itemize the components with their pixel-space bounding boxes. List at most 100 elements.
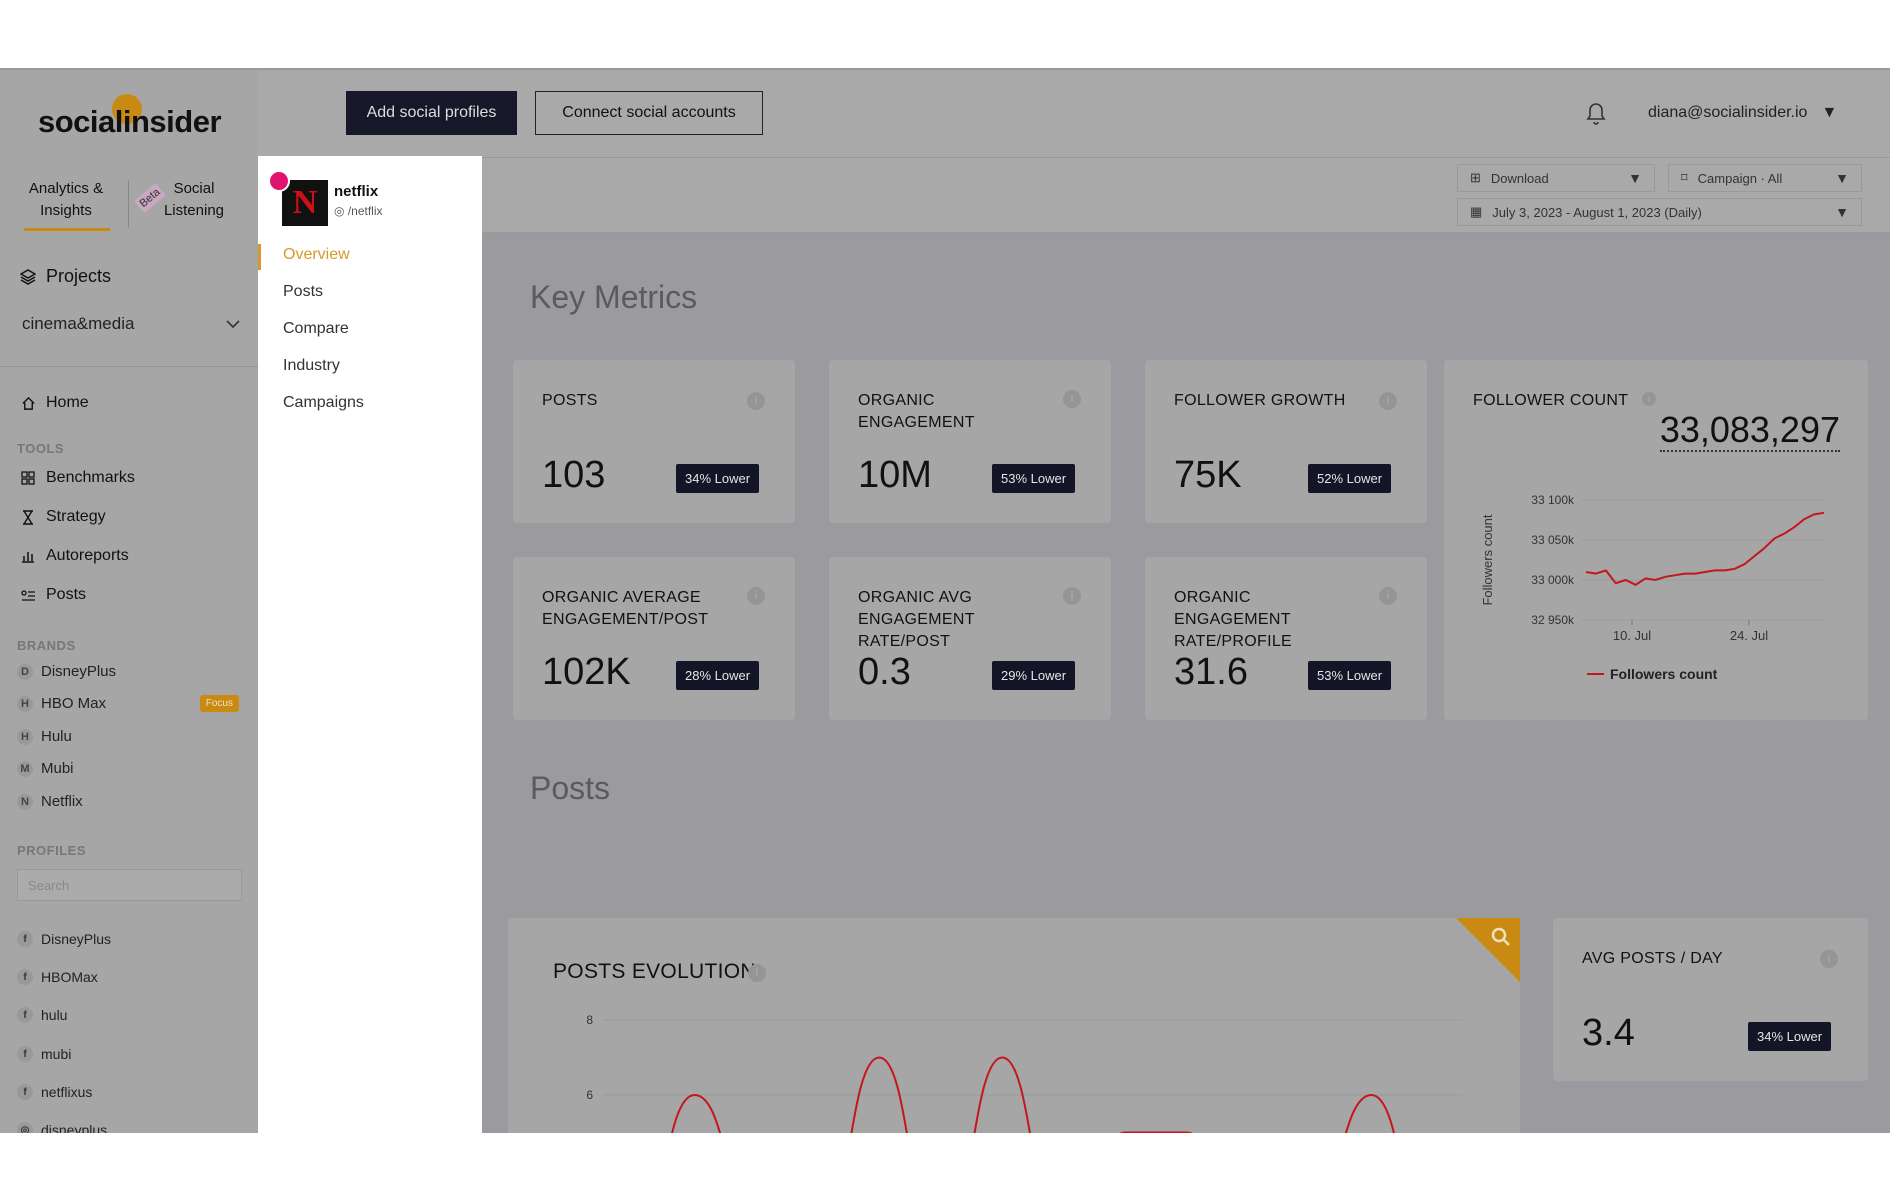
panel-nav-compare[interactable]: Compare <box>283 320 349 337</box>
focus-tag: Focus <box>199 695 239 712</box>
projects-heading[interactable]: Projects <box>20 266 111 287</box>
metric-value: 0.3 <box>858 651 911 693</box>
facebook-icon: f <box>17 1046 33 1062</box>
profile-item[interactable]: f HBOMax <box>17 969 98 985</box>
profile-avatar: N <box>282 180 328 226</box>
y-tick-label: 8 <box>586 1013 593 1027</box>
nav-posts[interactable]: Posts <box>20 586 86 604</box>
campaign-dropdown[interactable]: ⌑ Campaign · All ▼ <box>1668 164 1862 192</box>
brand-item-mubi[interactable]: M Mubi <box>17 760 239 777</box>
metric-label: ORGANIC AVG ENGAGEMENT RATE/POST <box>858 589 975 650</box>
panel-nav-overview[interactable]: Overview <box>283 246 350 263</box>
profile-handle-text: /netflix <box>347 204 383 218</box>
profile-search-input[interactable]: Search <box>17 869 242 901</box>
posts-section-title: Posts <box>530 770 611 806</box>
tab-analytics-insights[interactable]: Analytics & Insights <box>20 178 112 231</box>
connect-social-accounts-button[interactable]: Connect social accounts <box>535 91 763 135</box>
metric-label: ORGANIC ENGAGEMENT RATE/PROFILE <box>1174 589 1292 650</box>
tab-social-listening[interactable]: Social Listening <box>163 180 225 219</box>
campaign-label: Campaign · All <box>1697 170 1783 186</box>
posts-evolution-card: POSTS EVOLUTION i 8 6 Posts <box>508 918 1520 1133</box>
y-axis-label: Followers count <box>1480 514 1495 605</box>
nav-strategy[interactable]: Strategy <box>20 508 106 526</box>
projects-label: Projects <box>46 266 112 286</box>
follower-count-label: FOLLOWER COUNT <box>1473 392 1629 409</box>
comparison-badge: 34% Lower <box>676 464 760 493</box>
posts-evolution-title: POSTS EVOLUTION <box>553 960 756 983</box>
info-icon[interactable]: i <box>1379 587 1397 605</box>
metric-label: ORGANIC ENGAGEMENT <box>858 392 975 431</box>
caret-down-icon: ▼ <box>1821 104 1838 121</box>
nav-benchmarks[interactable]: Benchmarks <box>20 469 135 487</box>
filter-bar: ⊞ Download ▼ ⌑ Campaign · All ▼ ▦ July 3… <box>482 158 1890 233</box>
profile-panel: N netflix ◎ /netflix Overview Posts Comp… <box>258 156 482 1133</box>
panel-nav-industry[interactable]: Industry <box>283 357 340 374</box>
profile-name: mubi <box>41 1046 72 1062</box>
info-icon[interactable]: i <box>747 587 765 605</box>
brand-name: Hulu <box>41 728 72 745</box>
nav-home-label: Home <box>46 394 89 411</box>
info-icon[interactable]: i <box>1063 587 1081 605</box>
panel-nav-campaigns[interactable]: Campaigns <box>283 394 364 411</box>
avg-posts-per-day-card: AVG POSTS / DAY i 3.4 34% Lower <box>1553 918 1868 1081</box>
nav-home[interactable]: Home <box>20 394 89 412</box>
brand-item-netflix[interactable]: N Netflix <box>17 793 239 810</box>
caret-down-icon: ▼ <box>1628 170 1642 186</box>
comparison-badge: 34% Lower <box>1748 1022 1832 1051</box>
info-icon[interactable]: i <box>1379 392 1397 410</box>
brand-initial-badge: M <box>17 760 33 777</box>
layers-icon <box>20 268 36 285</box>
info-icon[interactable]: i <box>1063 390 1081 408</box>
brand-name: HBO Max <box>41 695 107 712</box>
info-icon[interactable]: i <box>748 964 766 982</box>
brand-initial-badge: H <box>17 728 33 745</box>
product-tabs: Analytics & Insights Beta Social Listeni… <box>0 178 258 238</box>
top-bar: Add social profiles Connect social accou… <box>258 70 1890 158</box>
brand-item-hulu[interactable]: H Hulu <box>17 728 239 745</box>
download-label: Download <box>1490 170 1549 186</box>
metric-label: POSTS <box>542 392 598 409</box>
profile-name: netflixus <box>41 1084 93 1100</box>
comparison-badge: 53% Lower <box>1308 661 1392 690</box>
info-icon[interactable]: i <box>1820 950 1838 968</box>
info-icon[interactable]: i <box>747 392 765 410</box>
logo[interactable]: socialinsider <box>38 104 222 139</box>
search-icon[interactable] <box>1490 926 1512 948</box>
bell-icon[interactable] <box>1584 100 1608 126</box>
project-select[interactable]: cinema&media <box>22 314 240 334</box>
nav-autoreports-label: Autoreports <box>46 547 129 564</box>
info-icon[interactable]: i <box>1642 392 1656 406</box>
grid-icon <box>20 470 36 486</box>
metric-card-organic-avg-engagement-rate-post: ORGANIC AVG ENGAGEMENT RATE/POST i 0.3 2… <box>829 557 1111 720</box>
instagram-icon <box>268 170 290 192</box>
posts-line <box>670 1056 1396 1133</box>
metric-value: 31.6 <box>1174 651 1248 693</box>
active-tab-underline <box>24 228 110 231</box>
comparison-badge: 28% Lower <box>676 661 760 690</box>
profile-item[interactable]: f netflixus <box>17 1084 92 1100</box>
add-social-profiles-button[interactable]: Add social profiles <box>346 91 517 135</box>
brand-item-disneyplus[interactable]: D DisneyPlus <box>17 663 239 680</box>
bar-chart-icon <box>20 548 36 564</box>
search-corner-tab[interactable] <box>1456 918 1520 982</box>
profile-item[interactable]: f mubi <box>17 1046 71 1062</box>
user-email: diana@socialinsider.io <box>1648 104 1808 121</box>
sidebar: socialinsider Analytics & Insights Beta … <box>0 70 258 1133</box>
metric-label: AVG POSTS / DAY <box>1582 950 1723 967</box>
metric-value: 10M <box>858 454 932 496</box>
profile-item[interactable]: ◎ disneyplus <box>17 1122 107 1133</box>
brand-item-hbo-max[interactable]: H HBO Max Focus <box>17 695 239 712</box>
comparison-badge: 52% Lower <box>1308 464 1392 493</box>
legend-label: Followers count <box>1610 666 1718 682</box>
brand-initial-badge: N <box>17 793 33 810</box>
project-selected-value: cinema&media <box>22 314 135 333</box>
nav-autoreports[interactable]: Autoreports <box>20 547 129 565</box>
comparison-badge: 29% Lower <box>992 661 1076 690</box>
profile-item[interactable]: f hulu <box>17 1007 67 1023</box>
date-range-picker[interactable]: ▦ July 3, 2023 - August 1, 2023 (Daily) … <box>1457 198 1862 226</box>
user-menu[interactable]: diana@socialinsider.io ▼ <box>1648 104 1837 122</box>
x-tick-label: 10. Jul <box>1613 628 1651 643</box>
download-dropdown[interactable]: ⊞ Download ▼ <box>1457 164 1655 192</box>
panel-nav-posts[interactable]: Posts <box>283 283 324 300</box>
profile-item[interactable]: f DisneyPlus <box>17 931 111 947</box>
